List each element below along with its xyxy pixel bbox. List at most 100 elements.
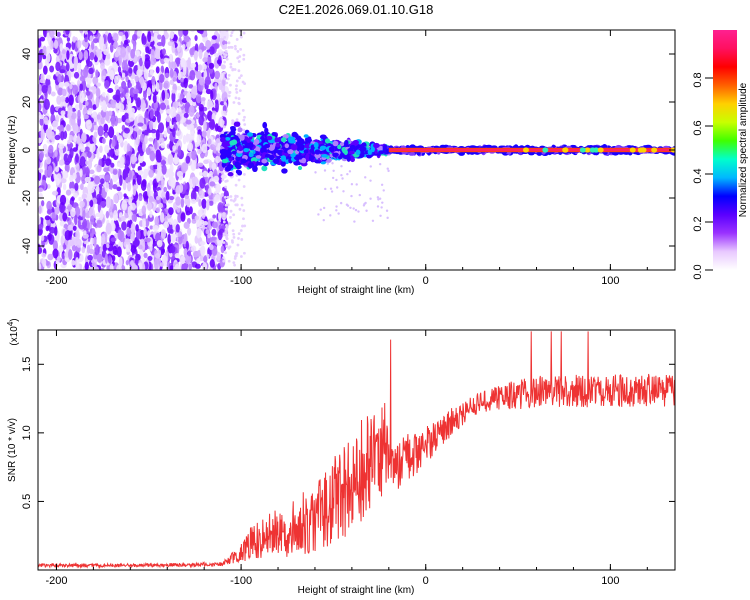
spectrogram-pixel [144, 237, 151, 243]
spectrogram-pixel [168, 217, 174, 225]
spectrogram-pixel [65, 30, 70, 35]
spectrogram-pixel [161, 164, 167, 175]
spectrogram-pixel [68, 240, 75, 247]
spectrogram-pixel [143, 54, 151, 62]
spectrogram-pixel [163, 80, 170, 90]
spectrogram-pixel [151, 75, 156, 86]
spectrogram-pixel [101, 100, 107, 112]
spectrogram-pixel [54, 134, 61, 141]
spectrogram-pixel [188, 142, 194, 151]
spectrogram-pixel [227, 94, 231, 98]
spectrogram-pixel [110, 237, 117, 242]
spectrogram-pixel [220, 245, 225, 254]
spectrogram-pixel [180, 255, 186, 265]
spectrogram-pixel [329, 214, 332, 217]
spectrogram-xlabel: Height of straight line (km) [298, 285, 415, 296]
spectrogram-pixel [210, 217, 215, 222]
spectrogram-pixel [95, 87, 101, 98]
spectrogram-pixel [229, 34, 233, 38]
spectrogram-pixel [229, 65, 233, 69]
spectrogram-pixel [152, 93, 157, 104]
spectrogram-pixel [294, 133, 299, 139]
spectrogram-pixel [144, 242, 149, 251]
spectrogram-pixel [275, 142, 281, 148]
spectrogram-pixel [170, 233, 177, 243]
spectrogram-pixel [185, 254, 192, 265]
spectrogram-pixel [112, 245, 118, 255]
spectrogram-pixel [164, 99, 169, 106]
spectrogram-pixel [81, 172, 87, 185]
spectrogram-pixel [130, 222, 136, 234]
spectrogram-pixel [119, 174, 123, 187]
spectrogram-pixel [369, 197, 372, 200]
spectrogram-pixel [104, 80, 110, 89]
spectrogram-pixel [161, 248, 166, 254]
spectrogram-pixel [130, 153, 137, 165]
figure-title: C2E1.2026.069.01.10.G18 [279, 2, 434, 17]
spectrogram-pixel [156, 195, 160, 201]
spectrogram-pixel [224, 43, 227, 47]
spectrogram-pixel [142, 174, 147, 180]
spectrogram-pixel [223, 195, 227, 199]
spectrogram-pixel [77, 39, 82, 49]
spectrogram-pixel [168, 59, 174, 70]
spectrogram-pixel [65, 62, 70, 72]
spectrogram-pixel [56, 125, 63, 131]
spectrogram-pixel [237, 127, 243, 133]
colorbar-tick-label: 0.8 [692, 72, 704, 87]
spectrogram-pixel [378, 150, 385, 155]
spectrogram-pixel [238, 76, 241, 80]
spectrogram-pixel [157, 122, 165, 134]
spectrogram-pixel [252, 165, 258, 173]
spectrogram-pixel [335, 209, 338, 212]
spectrogram-pixel [186, 199, 191, 208]
spectrogram-pixel [126, 182, 132, 192]
spectrogram-pixel [144, 135, 148, 145]
spectrogram-pixel [237, 145, 244, 152]
spectrogram-pixel [104, 144, 110, 154]
spectrogram-pixel [221, 130, 225, 134]
spectrogram-pixel [249, 162, 254, 168]
spectrogram-pixel [232, 261, 236, 265]
spectrogram-pixel [382, 189, 385, 192]
spectrogram-pixel [231, 119, 235, 122]
spectrogram-pixel [198, 198, 202, 207]
spectrogram-pixel [72, 84, 79, 95]
spectrogram-pixel [131, 213, 137, 222]
spectrogram-pixel [150, 49, 156, 61]
spectrogram-pixel [345, 203, 349, 206]
spectrogram-pixel [169, 79, 175, 86]
spectrogram-pixel [355, 149, 361, 156]
spectrogram-pixel [340, 165, 343, 168]
spectrogram-pixel [102, 75, 106, 80]
spectrogram-pixel [197, 148, 202, 155]
spectrogram-pixel [164, 72, 170, 78]
spectrogram-pixel [317, 213, 320, 216]
spectrogram-pixel [230, 125, 236, 131]
spectrogram-pixel [160, 160, 167, 165]
y-tick-label: -40 [21, 238, 33, 254]
spectrogram-pixel [56, 173, 62, 184]
spectrogram-pixel [38, 262, 42, 270]
spectrogram-pixel [651, 147, 658, 153]
spectrogram-pixel [83, 114, 89, 120]
spectrogram-pixel [132, 33, 138, 42]
spectrogram-pixel [79, 75, 86, 82]
x-tick-label: 0 [423, 575, 429, 587]
spectrogram-pixel [236, 243, 240, 247]
spectrogram-pixel [126, 227, 132, 237]
spectrogram-pixel [190, 119, 196, 125]
spectrogram-pixel [108, 126, 115, 139]
spectrogram-pixel [117, 66, 122, 74]
spectrogram-pixel [190, 189, 197, 202]
spectrogram-pixel [324, 187, 327, 191]
spectrogram-pixel [227, 41, 231, 45]
spectrogram-pixel [246, 138, 251, 143]
spectrogram-pixel [386, 167, 389, 170]
spectrogram-pixel [183, 221, 190, 229]
spectrogram-pixel [261, 158, 268, 164]
spectrogram-pixel [197, 209, 203, 217]
spectrogram-pixel [100, 267, 105, 270]
spectrogram-pixel [155, 151, 162, 162]
spectrogram-pixel [228, 131, 234, 136]
